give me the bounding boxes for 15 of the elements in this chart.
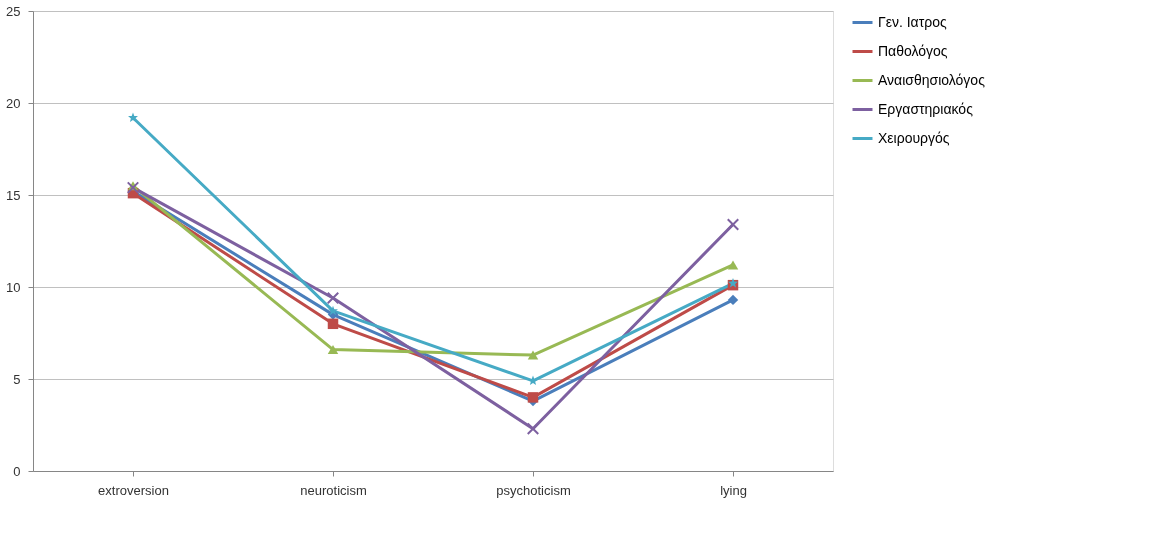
legend-label: Παθολόγος: [878, 42, 948, 59]
y-tick-label: 15: [6, 187, 21, 203]
y-tick-label: 20: [6, 95, 21, 111]
legend-label: Γεν. Ιατρος: [878, 13, 947, 30]
x-tick-label: extroversion: [98, 482, 169, 498]
y-tick-label: 25: [6, 3, 21, 19]
legend-label: Χειρουργός: [878, 129, 950, 146]
y-tick-label: 0: [13, 463, 21, 479]
x-tick-label: lying: [720, 482, 747, 498]
legend-label: Εργαστηριακός: [878, 100, 974, 117]
y-tick-label: 10: [6, 279, 21, 295]
x-tick-label: psychoticism: [496, 482, 571, 498]
y-tick-label: 5: [13, 371, 21, 387]
x-tick-label: neuroticism: [300, 482, 367, 498]
legend-label: Αναισθησιολόγος: [878, 71, 986, 88]
